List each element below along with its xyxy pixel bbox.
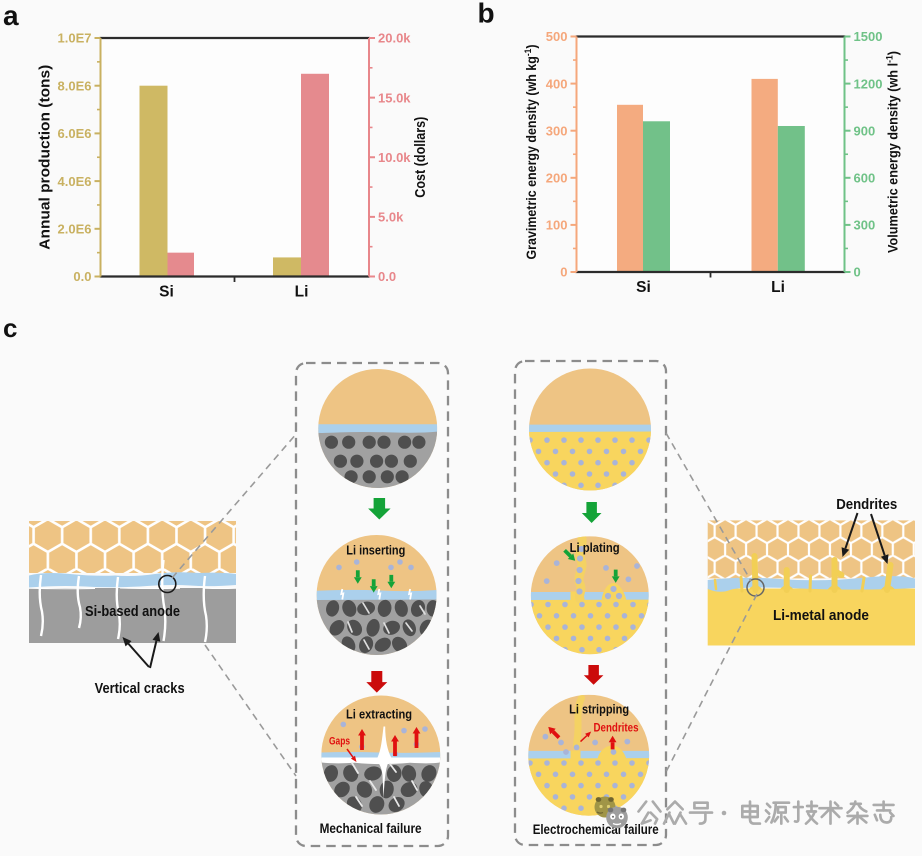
svg-text:0.0: 0.0 [73, 269, 91, 284]
svg-text:10.0k: 10.0k [378, 150, 411, 165]
svg-text:Li extracting: Li extracting [346, 707, 412, 722]
svg-text:Li stripping: Li stripping [569, 702, 629, 717]
svg-text:0: 0 [560, 265, 567, 280]
svg-text:1.0E7: 1.0E7 [58, 31, 92, 46]
svg-text:1500: 1500 [854, 29, 883, 44]
svg-text:Mechanical failure: Mechanical failure [320, 820, 422, 836]
svg-text:300: 300 [854, 218, 876, 233]
svg-text:100: 100 [546, 218, 568, 233]
svg-text:Gaps: Gaps [329, 736, 350, 748]
svg-text:Si: Si [159, 284, 174, 301]
svg-text:Annual production (tons): Annual production (tons) [37, 65, 54, 250]
svg-text:Li: Li [295, 284, 309, 301]
svg-text:4.0E6: 4.0E6 [58, 174, 92, 189]
svg-text:Si-based anode: Si-based anode [85, 603, 180, 620]
svg-text:300: 300 [546, 123, 568, 138]
svg-text:400: 400 [546, 76, 568, 91]
svg-text:b: b [478, 0, 495, 29]
svg-text:600: 600 [854, 171, 876, 186]
svg-text:Dendrites: Dendrites [594, 723, 639, 735]
svg-text:0.0: 0.0 [378, 269, 396, 284]
svg-text:Gravimetric energy density (wh: Gravimetric energy density (wh kg-1) [523, 45, 539, 260]
svg-text:Electrochemical failure: Electrochemical failure [533, 822, 659, 837]
svg-text:8.0E6: 8.0E6 [58, 78, 92, 93]
svg-text:0: 0 [854, 265, 861, 280]
svg-text:Li-metal anode: Li-metal anode [773, 607, 869, 624]
svg-text:200: 200 [546, 171, 568, 186]
svg-text:900: 900 [854, 123, 876, 138]
svg-text:Vertical cracks: Vertical cracks [95, 680, 185, 697]
svg-text:Li plating: Li plating [570, 540, 620, 555]
svg-text:Cost (dollars): Cost (dollars) [412, 117, 429, 198]
svg-text:Volumetric energy density (wh: Volumetric energy density (wh l-1) [885, 51, 901, 253]
svg-text:Si: Si [636, 279, 651, 296]
svg-text:2.0E6: 2.0E6 [58, 222, 92, 237]
svg-text:5.0k: 5.0k [378, 210, 404, 225]
svg-text:500: 500 [546, 29, 568, 44]
svg-text:20.0k: 20.0k [378, 31, 411, 46]
svg-text:15.0k: 15.0k [378, 90, 411, 105]
svg-text:Dendrites: Dendrites [836, 496, 897, 513]
svg-text:c: c [3, 313, 17, 343]
svg-text:1200: 1200 [854, 76, 883, 91]
svg-text:Li: Li [771, 279, 785, 296]
svg-text:6.0E6: 6.0E6 [58, 126, 92, 141]
svg-text:a: a [3, 0, 19, 31]
svg-text:Li inserting: Li inserting [346, 543, 405, 558]
